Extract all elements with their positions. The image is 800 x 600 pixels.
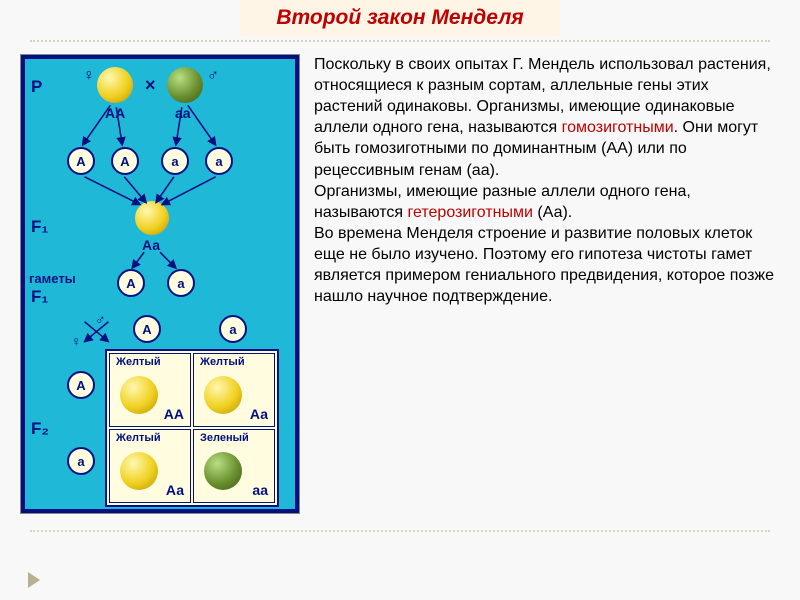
label-F2: F₂ [31, 419, 49, 439]
punnett-cell-0: Желтый АА [109, 353, 191, 427]
genotype-aa: аа [175, 105, 191, 121]
cell-seed [120, 376, 158, 414]
male-symbol: ♂ [207, 67, 219, 85]
label-gametes: гаметы [29, 271, 76, 286]
cell-genotype: аа [252, 482, 268, 498]
punnett-female: ♀ [71, 333, 82, 349]
cell-seed [204, 376, 242, 414]
punnett-male: ♂ [95, 311, 106, 327]
gamete-a1: а [161, 147, 189, 175]
label-P: P [31, 77, 42, 97]
mendel-diagram: P F₁ гаметы F₁ F₂ ♀ × ♂ АА аа А А а а Аа… [21, 55, 299, 513]
slide-title: Второй закон Менделя [240, 0, 560, 36]
cell-label: Зеленый [200, 432, 249, 444]
f1-gamete-A: А [117, 269, 145, 297]
punnett-cell-1: Желтый Аа [193, 353, 275, 427]
content-row: P F₁ гаметы F₁ F₂ ♀ × ♂ АА аа А А а а Аа… [0, 46, 800, 514]
punnett-cell-2: Желтый Аа [109, 429, 191, 503]
f1-gamete-a: а [167, 269, 195, 297]
punnett-row-A: А [67, 371, 95, 399]
punnett-col-A: А [133, 315, 161, 343]
text-column: Поскольку в своих опытах Г. Мендель испо… [314, 54, 780, 514]
slide-bullet-icon [28, 572, 40, 588]
genotype-AA: АА [105, 105, 125, 121]
diagram-frame: P F₁ гаметы F₁ F₂ ♀ × ♂ АА аа А А а а Аа… [20, 54, 300, 514]
highlight-homozygous: гомозиготными [562, 119, 674, 136]
female-symbol: ♀ [83, 67, 95, 85]
label-F1: F₁ [31, 217, 48, 237]
divider-bottom [30, 530, 770, 532]
punnett-row-a: а [67, 447, 95, 475]
gamete-A1: А [67, 147, 95, 175]
cell-label: Желтый [200, 356, 245, 368]
para-3: Во времена Менделя строение и развитие п… [314, 225, 774, 305]
para-2b: (Аа). [533, 204, 572, 221]
divider-top [30, 40, 770, 42]
cell-label: Желтый [116, 356, 161, 368]
punnett-square: Желтый АА Желтый Аа Желтый Аа [105, 349, 279, 507]
cell-genotype: Аа [250, 406, 268, 422]
cell-seed [204, 452, 242, 490]
seed-P-yellow [97, 67, 133, 103]
gamete-A2: А [111, 147, 139, 175]
highlight-heterozygous: гетерозиготными [408, 204, 533, 221]
seed-P-green [167, 67, 203, 103]
punnett-cell-3: Зеленый аа [193, 429, 275, 503]
cell-label: Желтый [116, 432, 161, 444]
cross-symbol: × [145, 75, 156, 96]
cell-genotype: Аа [166, 482, 184, 498]
gamete-a2: а [205, 147, 233, 175]
cell-seed [120, 452, 158, 490]
cell-genotype: АА [164, 406, 184, 422]
label-gametes-F1: F₁ [31, 287, 48, 307]
genotype-Aa: Аа [142, 237, 160, 253]
punnett-col-a: а [219, 315, 247, 343]
seed-F1 [135, 201, 169, 235]
